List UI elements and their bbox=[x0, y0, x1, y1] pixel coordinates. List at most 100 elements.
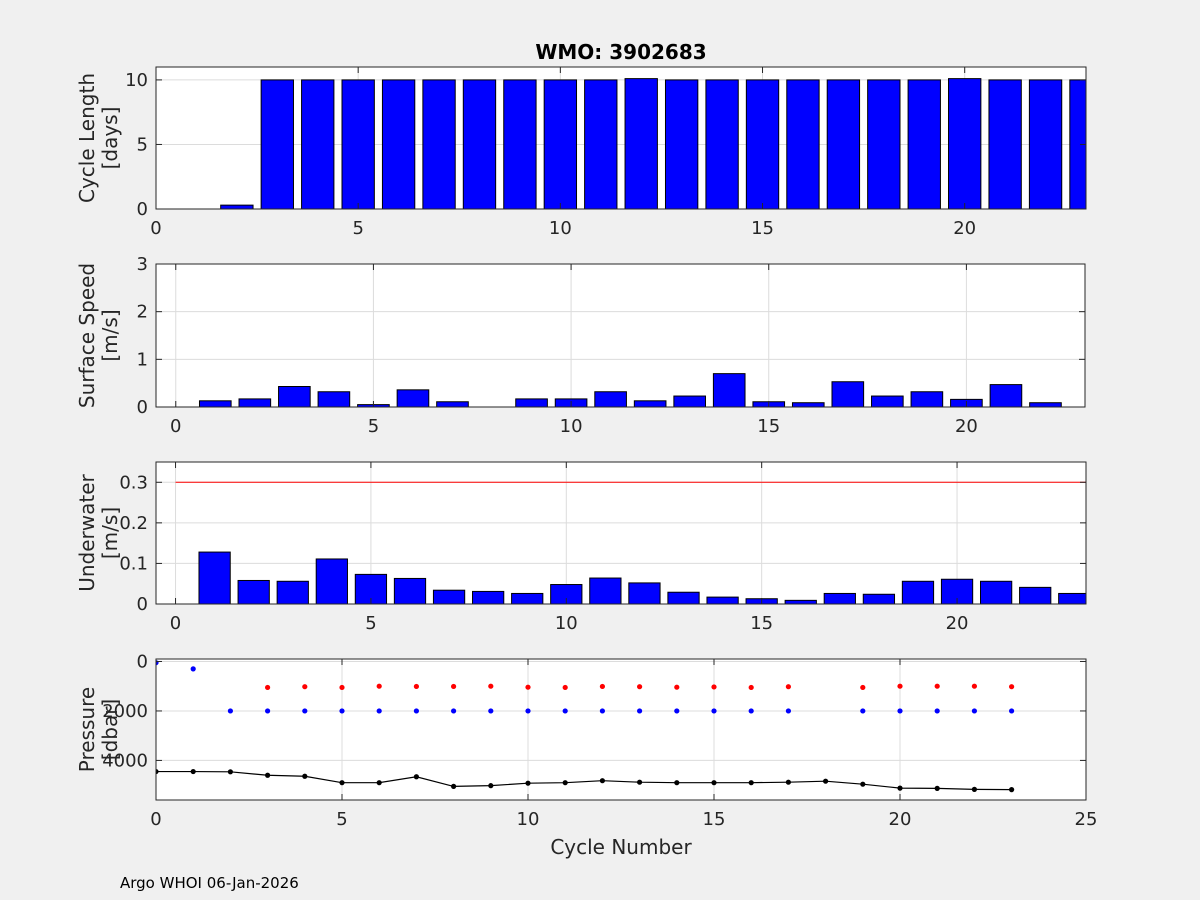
x-tick-label: 10 bbox=[555, 613, 578, 634]
profile-pressure-point bbox=[190, 666, 196, 672]
x-tick-label: 10 bbox=[549, 218, 572, 239]
bar bbox=[472, 590, 505, 604]
park-pressure-point bbox=[302, 684, 308, 690]
x-tick-label: 5 bbox=[336, 809, 347, 830]
profile-pressure-point bbox=[711, 708, 717, 714]
bar bbox=[867, 79, 901, 209]
bottom-pressure-point bbox=[860, 781, 866, 787]
park-pressure-point bbox=[711, 684, 717, 690]
bar bbox=[381, 79, 416, 209]
park-pressure-point bbox=[525, 684, 531, 690]
bottom-pressure-point bbox=[488, 783, 494, 789]
y-axis-label-line: [days] bbox=[98, 107, 122, 170]
bar bbox=[901, 580, 935, 604]
bar bbox=[871, 395, 904, 407]
bar bbox=[633, 400, 667, 407]
bottom-pressure-point bbox=[156, 768, 159, 775]
park-pressure-point bbox=[562, 684, 568, 691]
bar bbox=[432, 589, 466, 604]
profile-pressure-point bbox=[413, 708, 419, 714]
y-tick-label: 10 bbox=[125, 70, 148, 91]
bottom-pressure-point bbox=[302, 773, 308, 779]
bottom-pressure-point bbox=[1009, 787, 1015, 793]
y-axis-label-line: Pressure bbox=[75, 687, 99, 772]
y-tick-label: 0.3 bbox=[119, 472, 148, 493]
park-pressure-point bbox=[934, 683, 940, 689]
axes-frame bbox=[155, 461, 1087, 605]
x-tick-label: 5 bbox=[365, 613, 376, 634]
bar bbox=[673, 395, 706, 407]
park-pressure-point bbox=[488, 683, 494, 689]
bar bbox=[823, 592, 856, 604]
plot-marks bbox=[220, 78, 1086, 209]
profile-pressure-point bbox=[265, 708, 271, 714]
bar bbox=[988, 79, 1022, 209]
profile-pressure-point bbox=[971, 708, 978, 714]
plot-marks bbox=[156, 660, 1015, 793]
axes-frame bbox=[155, 66, 1087, 210]
x-axis-label: Cycle Number bbox=[550, 835, 692, 859]
park-pressure-point bbox=[413, 683, 419, 690]
park-pressure-point bbox=[748, 684, 754, 691]
bar bbox=[503, 79, 537, 209]
profile-pressure-point bbox=[488, 708, 494, 714]
bar bbox=[198, 551, 231, 604]
bottom-pressure-point bbox=[413, 774, 419, 780]
bar bbox=[705, 79, 739, 209]
bar bbox=[237, 579, 270, 604]
y-tick-label: 4000 bbox=[102, 750, 148, 771]
profile-pressure-point bbox=[1009, 708, 1015, 714]
y-tick-label: 5 bbox=[137, 134, 148, 155]
park-pressure-point bbox=[785, 684, 792, 690]
bar bbox=[712, 373, 746, 407]
y-tick-label: 1 bbox=[137, 349, 148, 370]
y-axis-label-line: [m/s] bbox=[98, 309, 122, 361]
bar bbox=[745, 79, 780, 209]
axes-background bbox=[156, 264, 1085, 407]
bar bbox=[862, 593, 896, 604]
bottom-pressure-point bbox=[265, 772, 271, 778]
x-tick-label: 5 bbox=[368, 416, 379, 437]
bottom-pressure-point bbox=[711, 780, 717, 786]
profile-pressure-point bbox=[562, 708, 568, 714]
bar bbox=[589, 577, 622, 604]
plot-marks bbox=[175, 481, 1086, 604]
bar bbox=[393, 577, 427, 604]
bar bbox=[989, 384, 1023, 407]
y-tick-label: 0.2 bbox=[119, 513, 148, 534]
bar bbox=[910, 391, 944, 407]
bottom-pressure-point bbox=[823, 778, 829, 784]
bar bbox=[341, 79, 375, 209]
bottom-pressure-point bbox=[897, 785, 903, 791]
bar bbox=[948, 78, 982, 209]
park-pressure-point bbox=[971, 683, 978, 689]
chart-title: WMO: 3902683 bbox=[535, 40, 706, 64]
bar bbox=[1029, 402, 1062, 407]
bottom-pressure-point bbox=[674, 780, 680, 786]
x-tick-label: 20 bbox=[953, 218, 976, 239]
y-axis-label: Pressure[dbar] bbox=[75, 687, 122, 772]
bar bbox=[907, 79, 941, 209]
bar bbox=[276, 580, 309, 604]
profile-pressure-point bbox=[376, 708, 382, 714]
park-pressure-point bbox=[860, 684, 866, 691]
bottom-pressure-point bbox=[934, 785, 940, 791]
bar bbox=[462, 79, 497, 209]
x-tick-label: 15 bbox=[757, 416, 780, 437]
y-tick-label: 0 bbox=[137, 594, 148, 615]
x-tick-label: 0 bbox=[150, 809, 161, 830]
bar bbox=[301, 79, 335, 209]
bar bbox=[198, 400, 232, 407]
profile-pressure-point bbox=[227, 708, 233, 714]
bar bbox=[278, 386, 311, 407]
profile-pressure-point bbox=[339, 708, 345, 714]
bar bbox=[786, 79, 820, 209]
bar bbox=[624, 78, 658, 209]
y-axis-label-line: [dbar] bbox=[98, 699, 122, 760]
bar bbox=[422, 79, 456, 209]
park-pressure-point bbox=[1009, 684, 1015, 690]
y-tick-label: 0 bbox=[137, 199, 148, 220]
bottom-pressure-point bbox=[190, 768, 196, 775]
